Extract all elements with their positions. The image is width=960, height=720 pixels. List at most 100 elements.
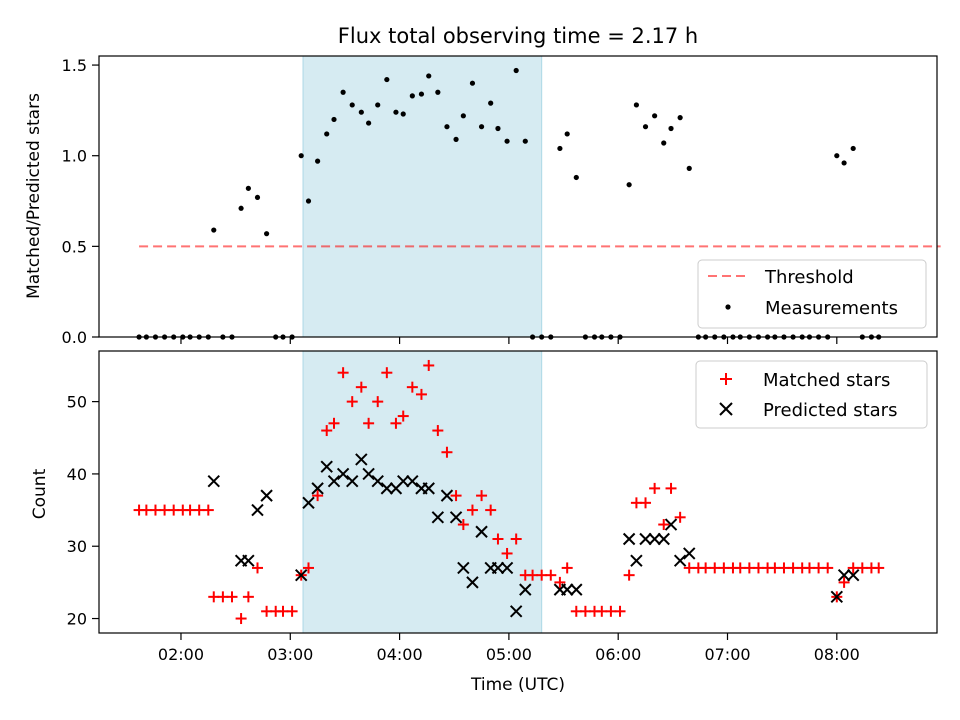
bottom-x-tick-label: 04:00 (377, 645, 423, 664)
measurement-point (264, 231, 270, 237)
predicted-star-point (380, 482, 394, 495)
matched-star-point (873, 562, 885, 574)
matched-star-point (397, 410, 409, 422)
measurement-point (478, 124, 485, 130)
measurement-point (841, 160, 847, 166)
matched-star-point (251, 562, 263, 574)
predicted-star-point (846, 568, 860, 582)
measurement-point (668, 125, 674, 132)
predicted-star-point (491, 561, 505, 575)
legend-measurements-label: Measurements (765, 298, 898, 319)
top-y-tick-label: 1.0 (62, 147, 87, 166)
measurement-point (375, 102, 381, 108)
matched-star-point (303, 562, 314, 574)
measurement-point (642, 124, 649, 130)
top-y-axis-label: Matched/Predicted stars (24, 93, 44, 299)
predicted-star-point (251, 503, 264, 517)
bottom-legend-box (695, 360, 928, 429)
predicted-star-point (320, 460, 333, 473)
predicted-marker-b (449, 511, 463, 524)
matched-star-point (432, 425, 444, 437)
measurement-point (384, 76, 390, 83)
measurement-point (331, 116, 337, 123)
bottom-plot-frame (98, 350, 938, 634)
predicted-star-point (837, 568, 851, 582)
predicted-marker-b (837, 568, 851, 582)
measurement-point (349, 102, 355, 108)
matched-star-point (658, 519, 670, 531)
predicted-star-point (362, 467, 375, 481)
predicted-marker-b (295, 568, 308, 582)
top-y-tick-label: 0.5 (62, 237, 87, 256)
predicted-star-point (519, 583, 532, 596)
predicted-star-point (570, 583, 583, 596)
predicted-marker-b (207, 474, 220, 488)
matched-star-point (640, 497, 652, 509)
measurement-point (564, 131, 570, 137)
predicted-marker-b (570, 583, 583, 596)
predicted-marker-b (622, 532, 636, 546)
matched-star-point (390, 417, 402, 429)
matched-star-point (501, 547, 513, 559)
predicted-marker-b (371, 474, 384, 488)
predicted-star-point (346, 474, 359, 488)
predicted-marker-b (457, 561, 470, 575)
predicted-marker-b (327, 474, 341, 488)
chart-title: Flux total observing time = 2.17 h (338, 24, 698, 48)
bottom-x-tick-label: 03:00 (267, 645, 313, 664)
predicted-star-point (406, 474, 419, 488)
predicted-star-point (830, 590, 844, 604)
matched-star-point (614, 605, 626, 617)
matched-star-point (492, 533, 504, 545)
measurement-point (557, 145, 563, 152)
predicted-marker-b (397, 474, 410, 488)
measurement-point (522, 138, 528, 144)
legend-threshold-label: Threshold (764, 267, 854, 288)
predicted-star-point (336, 467, 350, 481)
measurement-point (305, 198, 312, 204)
predicted-marker-b (362, 467, 375, 481)
predicted-marker-b (431, 511, 445, 524)
predicted-star-point (260, 489, 273, 502)
measurement-point (504, 138, 510, 144)
measurement-point (834, 153, 840, 159)
predicted-marker-b (509, 605, 523, 618)
matched-star-point (328, 417, 340, 429)
matched-star-point (381, 367, 393, 379)
predicted-star-point (639, 532, 652, 546)
predicted-marker-b (664, 518, 678, 531)
legend-measurements-swatch (725, 304, 731, 310)
measurement-point (626, 182, 632, 188)
predicted-marker-b (639, 532, 652, 546)
predicted-star-point (622, 532, 636, 546)
predicted-star-point (673, 554, 687, 567)
measurement-point (324, 131, 330, 137)
top-panel: 0.0 0.5 1.0 1.5 Matched/Predicted stars Thr… (24, 55, 941, 347)
predicted-star-point (664, 518, 678, 531)
predicted-star-point (500, 561, 514, 575)
matched-star-point (423, 359, 435, 371)
predicted-star-point (311, 482, 324, 495)
measurement-point (358, 109, 364, 115)
predicted-star-point (657, 532, 670, 546)
predicted-marker-b (242, 554, 255, 567)
matched-star-point (226, 591, 238, 603)
measurement-point (677, 115, 683, 121)
top-highlight-span (302, 55, 543, 338)
predicted-marker-b (475, 525, 488, 538)
matched-star-point (561, 562, 573, 574)
predicted-marker-b (648, 532, 661, 546)
top-y-ticks: 0.0 0.5 1.0 1.5 (62, 56, 99, 347)
predicted-marker-b (320, 460, 333, 473)
predicted-marker-b (311, 482, 324, 495)
matched-star-point (545, 569, 557, 581)
top-plot-frame (98, 55, 938, 338)
bottom-x-tick-label: 02:00 (158, 645, 204, 664)
bottom-x-ticks: 02:00 03:00 04:00 05:00 06:00 07:00 08:00 (158, 633, 860, 664)
legend-predicted-swatch (719, 402, 733, 416)
measurement-point (211, 227, 217, 233)
bottom-y-axis-label: Count (30, 468, 50, 519)
matched-star-point (476, 490, 488, 502)
